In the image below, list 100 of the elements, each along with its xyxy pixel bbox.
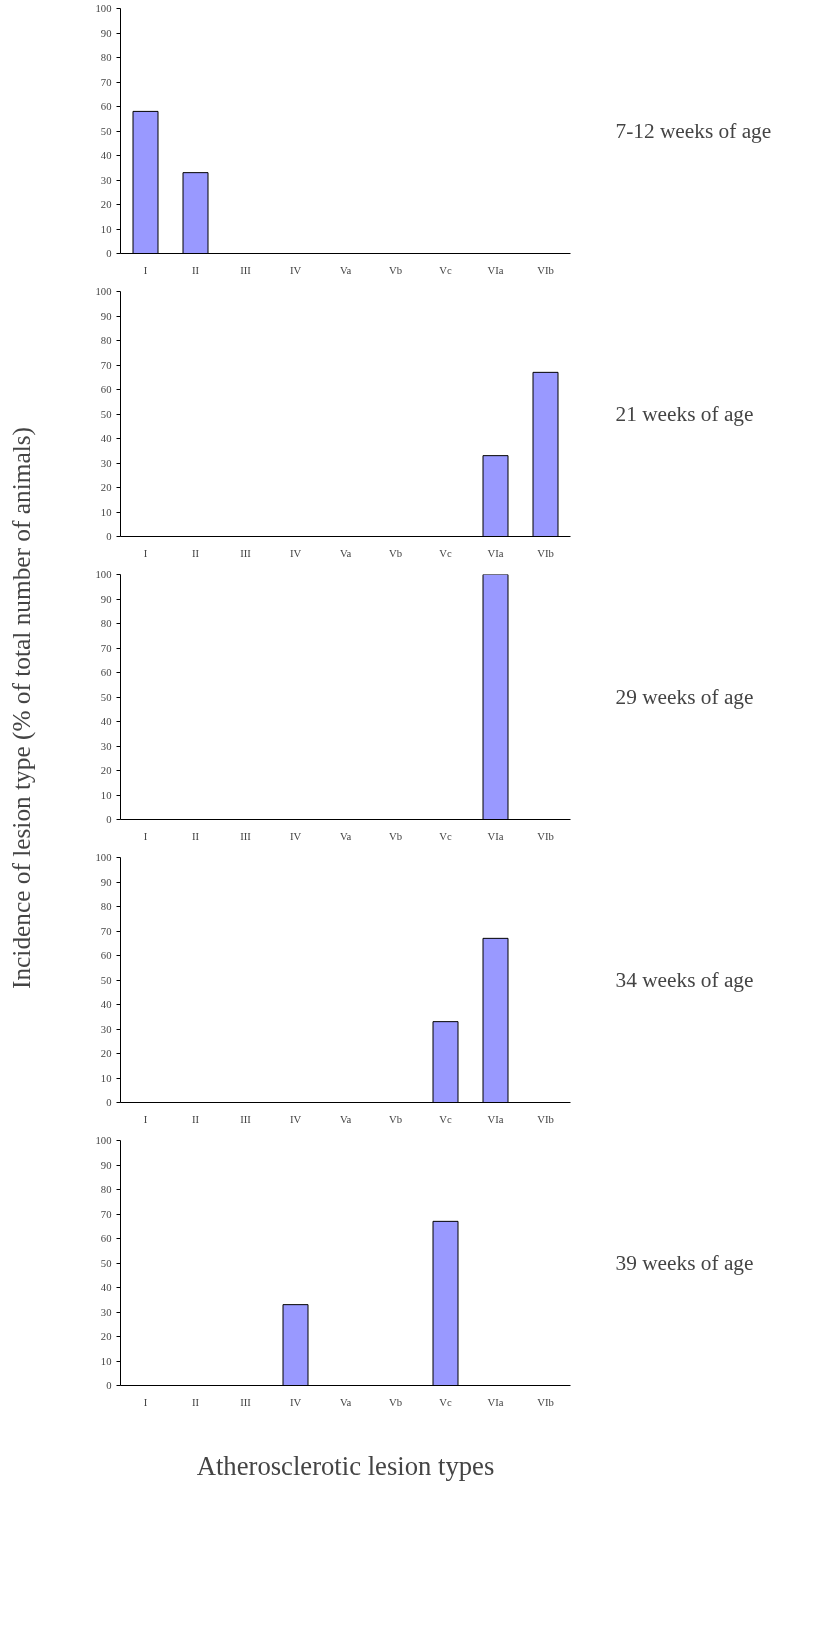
y-tick-label: 40	[100, 716, 112, 727]
y-tick-label: 90	[100, 310, 112, 322]
y-tick-label: 40	[100, 1282, 112, 1293]
x-tick-label: Vc	[439, 830, 452, 842]
x-tick-label: I	[143, 830, 148, 842]
y-axis-title: Incidence of lesion type (% of total number of animals)	[6, 427, 36, 989]
x-tick-label: VIa	[487, 830, 504, 842]
x-tick-label: IV	[289, 830, 302, 842]
x-tick-label: II	[191, 1113, 200, 1125]
x-tick-label: Va	[339, 264, 352, 276]
y-tick-label: 50	[100, 125, 112, 137]
y-tick-label: 80	[100, 901, 112, 912]
x-tick-label: VIb	[537, 264, 554, 276]
y-tick-label: 0	[106, 814, 112, 825]
y-tick-label: 60	[100, 667, 112, 678]
x-tick-label: III	[240, 1113, 252, 1125]
y-tick-label: 30	[100, 1306, 112, 1318]
y-tick-label: 50	[100, 691, 112, 703]
x-tick-label: IV	[289, 1113, 302, 1125]
y-tick-label: 50	[100, 408, 112, 420]
text: 39 weeks of age	[615, 1251, 754, 1275]
y-tick-label: 90	[100, 876, 112, 888]
x-tick-label: VIa	[487, 1113, 504, 1125]
x-tick-label: Va	[339, 1113, 352, 1125]
y-tick-label: 70	[100, 76, 112, 88]
x-tick-label: VIa	[487, 264, 504, 276]
text: 7-12 weeks of age	[615, 119, 772, 143]
x-tick-label: Vb	[388, 547, 403, 559]
x-tick-label: I	[143, 1113, 148, 1125]
x-tick-label: IV	[289, 264, 302, 276]
x-tick-label: Vc	[439, 1113, 452, 1125]
y-tick-label: 80	[100, 618, 112, 629]
y-tick-label: 60	[100, 384, 112, 395]
text: 21 weeks of age	[615, 402, 754, 426]
x-tick-label: III	[240, 1396, 252, 1408]
y-tick-label: 80	[100, 52, 112, 63]
y-tick-label: 0	[106, 1097, 112, 1108]
x-tick-label: IV	[289, 1396, 302, 1408]
x-tick-label: Vb	[388, 1396, 403, 1408]
x-tick-label: III	[240, 264, 252, 276]
y-tick-label: 60	[100, 950, 112, 961]
y-tick-label: 40	[100, 999, 112, 1010]
y-tick-label: 100	[95, 1135, 112, 1146]
y-tick-label: 70	[100, 359, 112, 371]
y-tick-label: 20	[100, 1048, 112, 1059]
x-tick-label: Vb	[388, 264, 403, 276]
y-tick-label: 90	[100, 1159, 112, 1171]
y-tick-label: 30	[100, 174, 112, 186]
y-tick-label: 40	[100, 433, 112, 444]
y-tick-label: 40	[100, 150, 112, 161]
x-tick-label: I	[143, 547, 148, 559]
x-tick-label: VIa	[487, 1396, 504, 1408]
x-tick-label: VIa	[487, 547, 504, 559]
y-tick-label: 0	[106, 1380, 112, 1391]
x-tick-label: VIb	[537, 830, 554, 842]
x-tick-label: Vb	[388, 830, 403, 842]
y-tick-label: 90	[100, 593, 112, 605]
text: 34 weeks of age	[615, 968, 754, 992]
text: 29 weeks of age	[615, 685, 754, 709]
x-tick-label: III	[240, 547, 252, 559]
y-tick-label: 70	[100, 642, 112, 654]
x-tick-label: I	[143, 264, 148, 276]
y-tick-label: 70	[100, 925, 112, 937]
x-tick-label: Va	[339, 830, 352, 842]
y-tick-label: 100	[95, 569, 112, 580]
x-tick-label: VIb	[537, 547, 554, 559]
x-tick-label: Va	[339, 547, 352, 559]
y-tick-label: 80	[100, 1184, 112, 1195]
y-tick-label: 30	[100, 457, 112, 469]
y-tick-label: 20	[100, 482, 112, 493]
y-tick-label: 80	[100, 335, 112, 346]
x-axis-title: Atherosclerotic lesion types	[196, 1450, 495, 1481]
x-tick-label: Vc	[439, 264, 452, 276]
y-tick-label: 30	[100, 740, 112, 752]
y-tick-label: 0	[106, 531, 112, 542]
y-tick-label: 70	[100, 1208, 112, 1220]
y-tick-label: 50	[100, 974, 112, 986]
x-tick-label: II	[191, 264, 200, 276]
y-tick-label: 50	[100, 1257, 112, 1269]
y-tick-label: 20	[100, 199, 112, 210]
x-tick-label: Vc	[439, 547, 452, 559]
y-tick-label: 60	[100, 1233, 112, 1244]
y-tick-label: 20	[100, 1331, 112, 1342]
x-tick-label: VIb	[537, 1396, 554, 1408]
x-tick-label: II	[191, 1396, 200, 1408]
y-tick-label: 10	[100, 1355, 112, 1367]
y-tick-label: 60	[100, 101, 112, 112]
x-tick-label: IV	[289, 547, 302, 559]
y-tick-label: 100	[95, 286, 112, 297]
y-tick-label: 10	[100, 506, 112, 518]
x-tick-label: Vb	[388, 1113, 403, 1125]
x-tick-label: I	[143, 1396, 148, 1408]
x-tick-label: II	[191, 547, 200, 559]
x-tick-label: II	[191, 830, 200, 842]
y-tick-label: 0	[106, 248, 112, 259]
x-tick-label: III	[240, 830, 252, 842]
y-tick-label: 90	[100, 27, 112, 39]
y-tick-label: 10	[100, 223, 112, 235]
y-tick-label: 10	[100, 1072, 112, 1084]
x-tick-label: VIb	[537, 1113, 554, 1125]
